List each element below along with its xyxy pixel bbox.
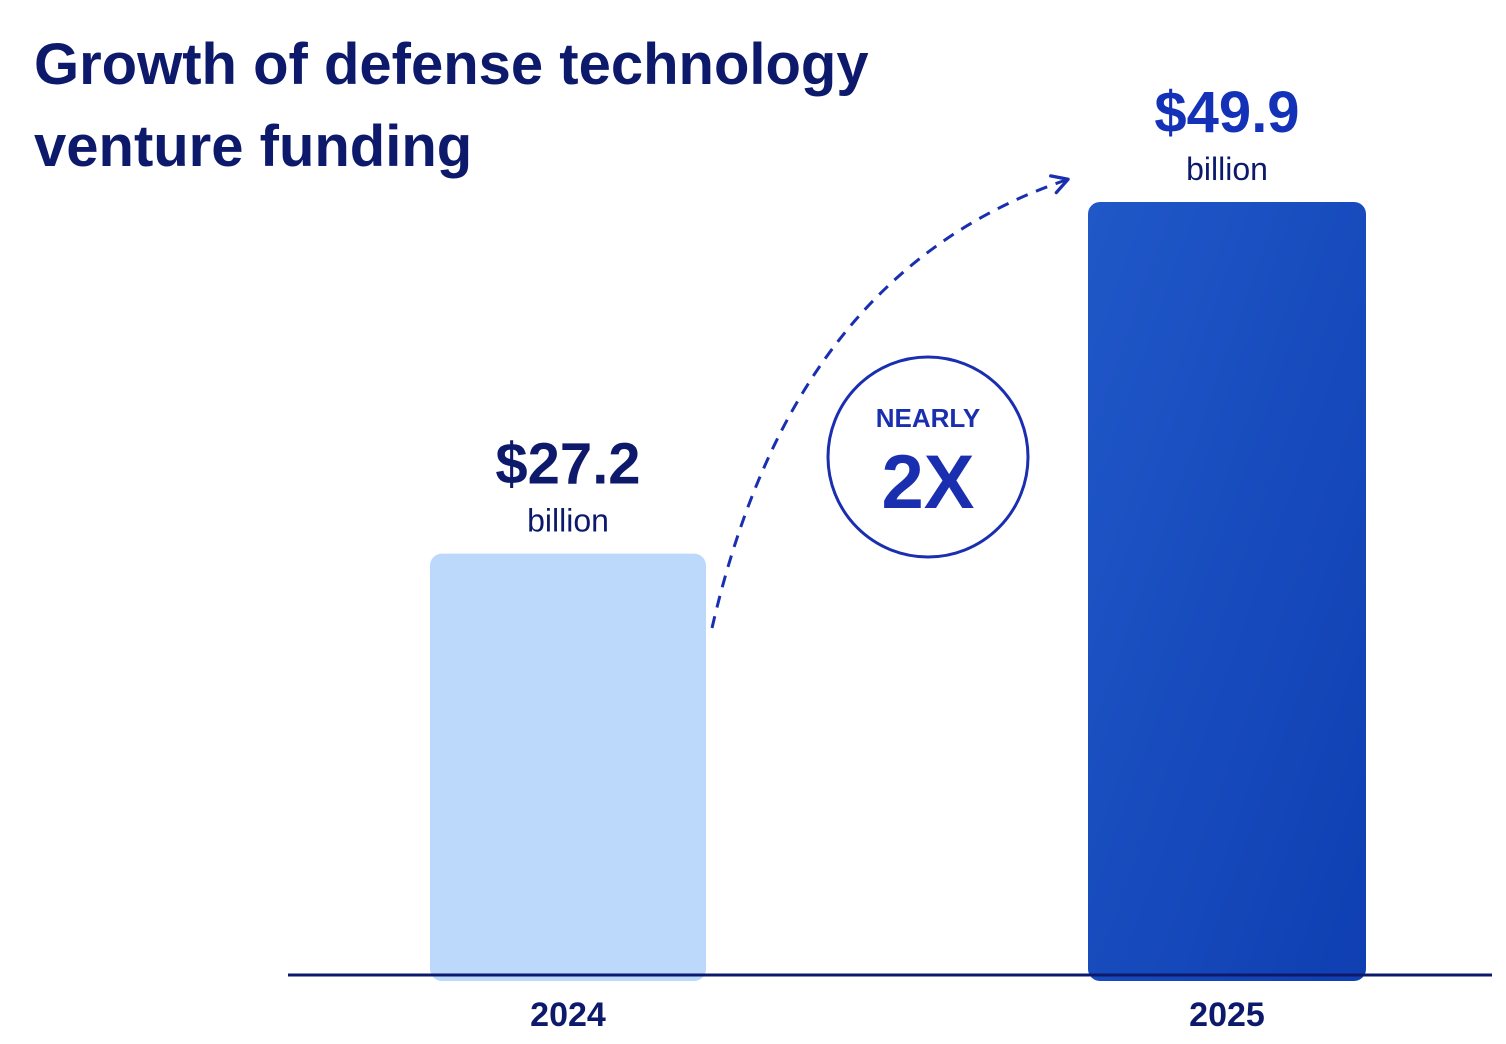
bar-2025: [1088, 202, 1366, 981]
x-tick-label-2024: 2024: [530, 996, 606, 1034]
x-tick-label-2025: 2025: [1189, 996, 1265, 1034]
chart-title-line-1: Growth of defense technology: [34, 32, 869, 97]
value-label-2024: $27.2: [495, 432, 640, 497]
bars: [430, 202, 1366, 981]
unit-label-2024: billion: [527, 503, 609, 539]
value-labels: $27.2 billion $49.9 billion: [495, 80, 1299, 539]
growth-badge-label: NEARLY: [876, 403, 981, 433]
growth-badge-circle: [826, 355, 1030, 559]
x-axis-categories: 2024 2025: [530, 996, 1265, 1034]
growth-arrow: [710, 174, 1070, 629]
unit-label-2025: billion: [1186, 151, 1268, 187]
chart-title-line-2: venture funding: [34, 114, 472, 179]
value-label-2025: $49.9: [1154, 80, 1299, 145]
bar-2024: [430, 553, 706, 981]
growth-badge: NEARLY 2X: [826, 355, 1030, 559]
chart-title: Growth of defense technology venture fun…: [34, 32, 869, 179]
growth-badge-value: 2X: [882, 440, 975, 525]
